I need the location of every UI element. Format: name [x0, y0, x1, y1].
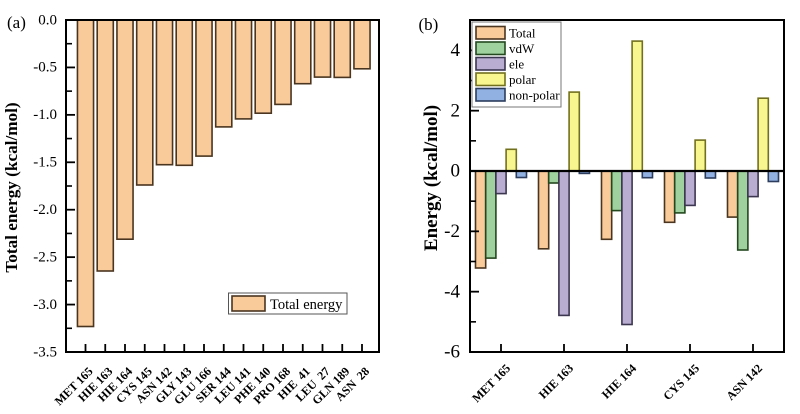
svg-text:-3.0: -3.0 [33, 297, 57, 313]
svg-text:0: 0 [451, 161, 461, 182]
svg-text:(a): (a) [7, 13, 26, 32]
svg-text:-3.5: -3.5 [33, 344, 57, 360]
svg-text:Total energy: Total energy [270, 297, 343, 313]
svg-text:4: 4 [451, 40, 461, 61]
svg-text:-2.0: -2.0 [33, 202, 57, 218]
svg-text:-2.5: -2.5 [33, 249, 57, 265]
svg-text:polar: polar [509, 72, 536, 87]
svg-text:Total: Total [509, 26, 536, 41]
svg-text:0.0: 0.0 [38, 12, 57, 28]
svg-text:-4: -4 [444, 281, 460, 302]
svg-text:2: 2 [451, 100, 461, 121]
svg-text:vdW: vdW [509, 41, 535, 56]
svg-text:(b): (b) [419, 15, 439, 34]
svg-text:-2: -2 [444, 221, 460, 242]
svg-text:-1.0: -1.0 [33, 107, 57, 123]
svg-text:Energy (kcal/mol): Energy (kcal/mol) [421, 105, 442, 251]
svg-text:-0.5: -0.5 [33, 60, 57, 76]
svg-text:non-polar: non-polar [509, 88, 560, 103]
svg-text:ele: ele [509, 57, 524, 72]
svg-text:-1.5: -1.5 [33, 155, 57, 171]
svg-text:Total energy (kcal/mol): Total energy (kcal/mol) [2, 102, 21, 272]
svg-text:-6: -6 [444, 342, 460, 363]
